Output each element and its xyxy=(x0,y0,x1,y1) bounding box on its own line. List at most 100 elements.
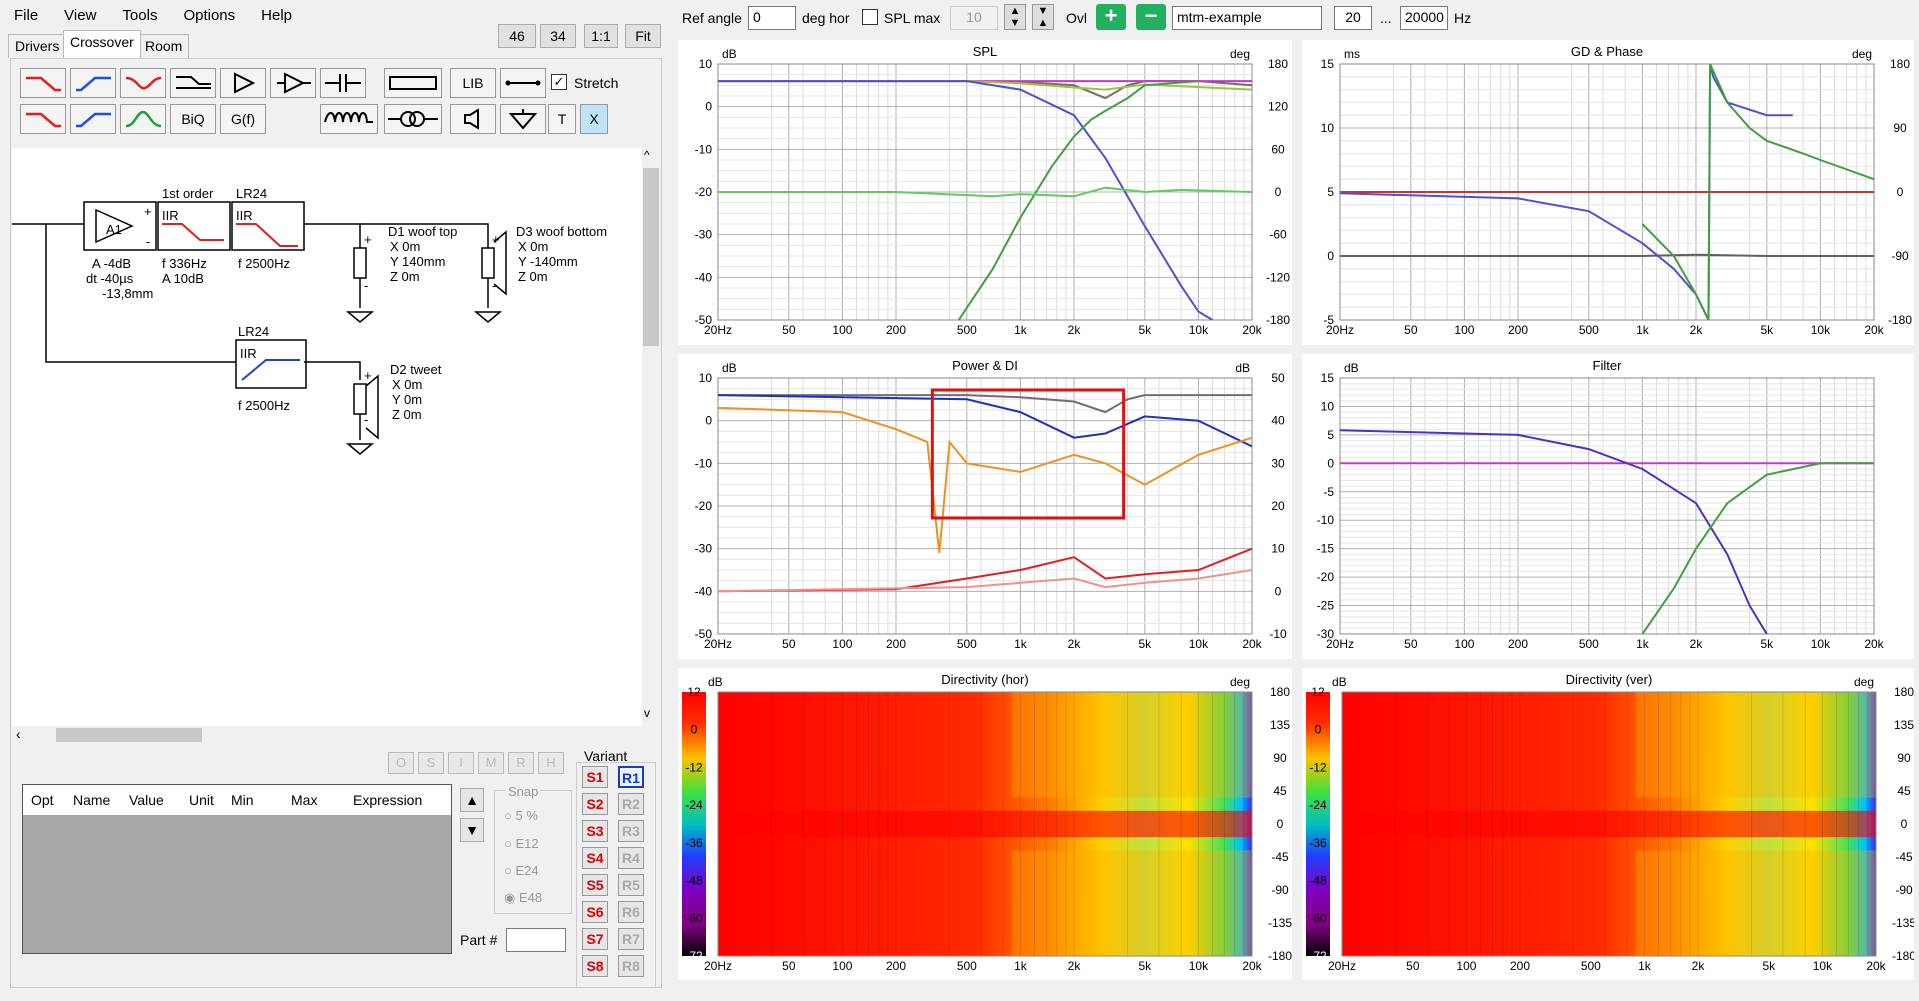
menu-view[interactable]: View xyxy=(64,6,97,24)
variant-s4-button[interactable]: S4 xyxy=(582,847,608,869)
col-unit[interactable]: Unit xyxy=(189,792,214,808)
scroll-down-icon[interactable]: v xyxy=(644,706,650,720)
remove-overlay-button[interactable]: − xyxy=(1136,4,1166,30)
tab-room[interactable]: Room xyxy=(138,34,190,58)
menu-file[interactable]: File xyxy=(14,6,39,24)
freq-min-input[interactable]: 20 xyxy=(1334,6,1372,30)
notch-tool[interactable] xyxy=(120,68,166,98)
variant-r2-button[interactable]: R2 xyxy=(618,793,644,815)
directivity-ver-graph[interactable]: Directivity (ver) dB deg 12 0 -12 -24 -36 -48 -60… xyxy=(1302,668,1916,980)
variant-s3-button[interactable]: S3 xyxy=(582,820,608,842)
menu-help[interactable]: Help xyxy=(261,6,293,24)
variant-r1-button[interactable]: R1 xyxy=(618,766,644,788)
capacitor-tool[interactable] xyxy=(320,68,366,98)
zoom-1to1-button[interactable]: 1:1 xyxy=(584,24,618,48)
gd-phase-graph[interactable]: GD & Phase ms deg 15 10 5 0 -5 180 90 0 -90 -180 20Hz… xyxy=(1302,40,1914,345)
schematic-canvas[interactable]: A1 + - A -4dB dt -40µs -13,8mm 1st order … xyxy=(12,148,642,726)
x-toggle-button[interactable]: X xyxy=(580,104,608,134)
text-tool-button[interactable]: T xyxy=(548,104,576,134)
add-overlay-button[interactable]: + xyxy=(1096,4,1126,30)
spl-max-input[interactable]: 10 xyxy=(950,6,998,30)
lib-button[interactable]: LIB xyxy=(450,68,496,98)
opt-r-button[interactable]: R xyxy=(508,752,534,774)
horizontal-scrollbar[interactable] xyxy=(12,726,642,744)
filter-graph[interactable]: Filter dB 15 10 5 0 -5 -10 -15 -20 -25 -30 20Hz 50 100… xyxy=(1302,354,1914,659)
zoom-fit-button[interactable]: Fit xyxy=(625,24,661,48)
directivity-hor-graph[interactable]: Directivity (hor) dB deg 12 0 -12 -24 -36 -48 -60… xyxy=(678,668,1292,980)
opt-m-button[interactable]: M xyxy=(478,752,504,774)
move-up-button[interactable]: ▲ xyxy=(460,788,484,812)
zoom-34-button[interactable]: 34 xyxy=(540,24,576,48)
move-down-button[interactable]: ▼ xyxy=(460,818,484,842)
variant-s8-button[interactable]: S8 xyxy=(582,955,608,977)
ground-tool[interactable] xyxy=(500,104,546,134)
variant-r3-button[interactable]: R3 xyxy=(618,820,644,842)
menu-options[interactable]: Options xyxy=(183,6,236,24)
inductor-tool[interactable] xyxy=(320,104,378,134)
col-name[interactable]: Name xyxy=(73,792,111,808)
variant-s5-button[interactable]: S5 xyxy=(582,874,608,896)
opt-o-button[interactable]: O xyxy=(388,752,414,774)
variant-r6-button[interactable]: R6 xyxy=(618,901,644,923)
resistor-tool[interactable] xyxy=(384,68,442,98)
snap-option-5pct[interactable]: ○ 5 % xyxy=(504,808,538,823)
scroll-up-icon[interactable]: ^ xyxy=(644,148,650,162)
shelf-tool[interactable] xyxy=(170,68,216,98)
col-opt[interactable]: Opt xyxy=(31,792,54,808)
snap-option-e24[interactable]: ○ E24 xyxy=(504,863,539,878)
lowpass2-tool[interactable] xyxy=(20,104,66,134)
tab-drivers[interactable]: Drivers xyxy=(8,34,67,58)
variant-r4-button[interactable]: R4 xyxy=(618,847,644,869)
variant-r5-button[interactable]: R5 xyxy=(618,874,644,896)
y2-tick-label: -45 xyxy=(1895,850,1913,864)
vertical-scrollbar[interactable] xyxy=(642,148,660,726)
menu-tools[interactable]: Tools xyxy=(122,6,158,24)
variant-r8-button[interactable]: R8 xyxy=(618,955,644,977)
col-max[interactable]: Max xyxy=(291,792,318,808)
opt-h-button[interactable]: H xyxy=(538,752,564,774)
lowpass-tool[interactable] xyxy=(20,68,66,98)
col-expression[interactable]: Expression xyxy=(353,792,423,808)
opt-i-button[interactable]: I xyxy=(448,752,474,774)
transformer-tool[interactable] xyxy=(384,104,442,134)
variant-s7-button[interactable]: S7 xyxy=(582,928,608,950)
tab-crossover[interactable]: Crossover xyxy=(63,30,141,58)
spl-max-stepper[interactable]: ▲ ▼ xyxy=(1004,4,1026,30)
transfer-function-button[interactable]: G(f) xyxy=(220,104,266,134)
spl-graph[interactable]: SPL dB deg 10 0 -10 -20 -30 -40 -50 180 120 60 0 -60 -1… xyxy=(678,40,1292,345)
col-min[interactable]: Min xyxy=(231,792,254,808)
bandpass-tool[interactable] xyxy=(120,104,166,134)
d2-z: Z 0m xyxy=(392,407,422,422)
zoom-46-button[interactable]: 46 xyxy=(498,24,536,48)
wire-tool[interactable] xyxy=(500,68,546,98)
freq-max-input[interactable]: 20000 xyxy=(1400,6,1448,30)
variant-s6-button[interactable]: S6 xyxy=(582,901,608,923)
speaker-tool[interactable] xyxy=(450,104,496,134)
variant-r7-button[interactable]: R7 xyxy=(618,928,644,950)
horizontal-scroll-thumb[interactable] xyxy=(56,728,202,742)
opt-s-button[interactable]: S xyxy=(418,752,444,774)
x-tick-label: 200 xyxy=(1508,637,1528,651)
snap-option-e48[interactable]: ◉ E48 xyxy=(504,890,543,905)
spl-max-checkbox[interactable] xyxy=(862,9,878,25)
x-tick-label: 20Hz xyxy=(1328,959,1356,973)
part-number-input[interactable] xyxy=(506,928,566,952)
power-di-graph[interactable]: Power & DI dB dB 10 0 -10 -20 -30 -40 -50 50 40 30 20… xyxy=(678,354,1292,659)
snap-option-e12[interactable]: ○ E12 xyxy=(504,836,539,851)
highpass2-tool[interactable] xyxy=(70,104,116,134)
variant-s1-button[interactable]: S1 xyxy=(582,766,608,788)
parameter-table[interactable]: Opt Name Value Unit Min Max Expression xyxy=(22,784,452,954)
project-name-input[interactable]: mtm-example xyxy=(1172,6,1322,30)
vertical-scroll-thumb[interactable] xyxy=(643,168,659,346)
ref-angle-input[interactable]: 0 xyxy=(748,6,796,30)
amplifier-tool[interactable] xyxy=(220,68,266,98)
spl-max-reset-button[interactable]: ▼ ▲ xyxy=(1032,4,1054,30)
variant-s2-button[interactable]: S2 xyxy=(582,793,608,815)
scroll-left-icon[interactable]: ‹ xyxy=(16,726,21,742)
biquad-button[interactable]: BiQ xyxy=(170,104,216,134)
d2-name: D2 tweet xyxy=(390,362,442,377)
stretch-checkbox[interactable]: ✓ xyxy=(551,74,567,90)
delay-amp-tool[interactable] xyxy=(270,68,316,98)
col-value[interactable]: Value xyxy=(129,792,164,808)
highpass-tool[interactable] xyxy=(70,68,116,98)
